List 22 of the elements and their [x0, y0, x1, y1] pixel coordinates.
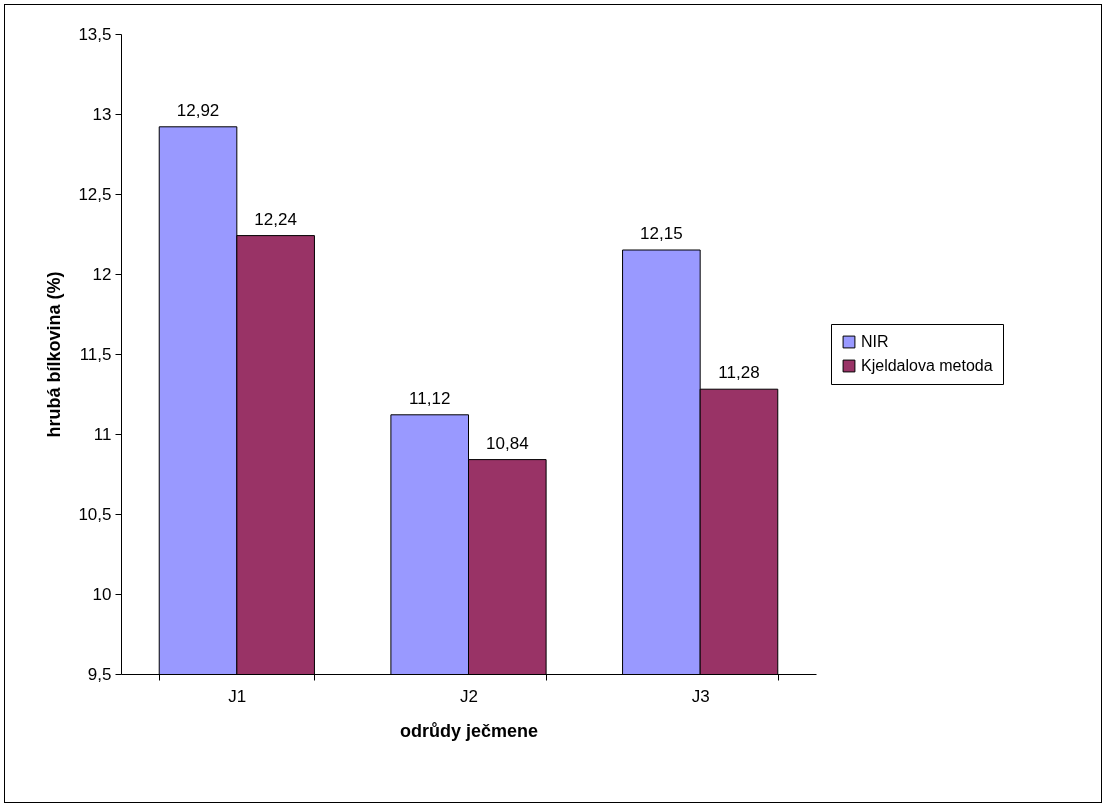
data-label: 11,28 [718, 363, 760, 383]
y-axis-title: hrubá bílkovina (%) [44, 271, 65, 438]
data-label: 12,15 [640, 224, 683, 243]
x-tick-label: J3 [691, 686, 710, 706]
y-tick-label: 10,5 [78, 504, 112, 524]
y-tick-label: 11,5 [79, 344, 112, 364]
y-tick-label: 10 [92, 584, 112, 604]
y-tick-label: 12,5 [78, 184, 112, 204]
x-tick-label: J2 [460, 686, 478, 706]
y-tick-label: 9,5 [87, 664, 112, 684]
x-axis-title: odrůdy ječmene [399, 720, 539, 741]
y-tick-label: 11 [93, 424, 112, 444]
x-tick-label: J1 [228, 686, 247, 706]
y-tick-label: 13 [92, 104, 112, 124]
data-label: 11,12 [409, 388, 451, 408]
legend-label: NIR [861, 333, 889, 350]
data-label: 10,84 [486, 433, 529, 453]
y-tick-label: 13,5 [78, 24, 112, 44]
legend-label: Kjeldalova metoda [861, 357, 993, 374]
data-label: 12,24 [254, 209, 297, 229]
data-label: 12,92 [176, 100, 220, 120]
y-tick-label: 12 [92, 264, 112, 284]
